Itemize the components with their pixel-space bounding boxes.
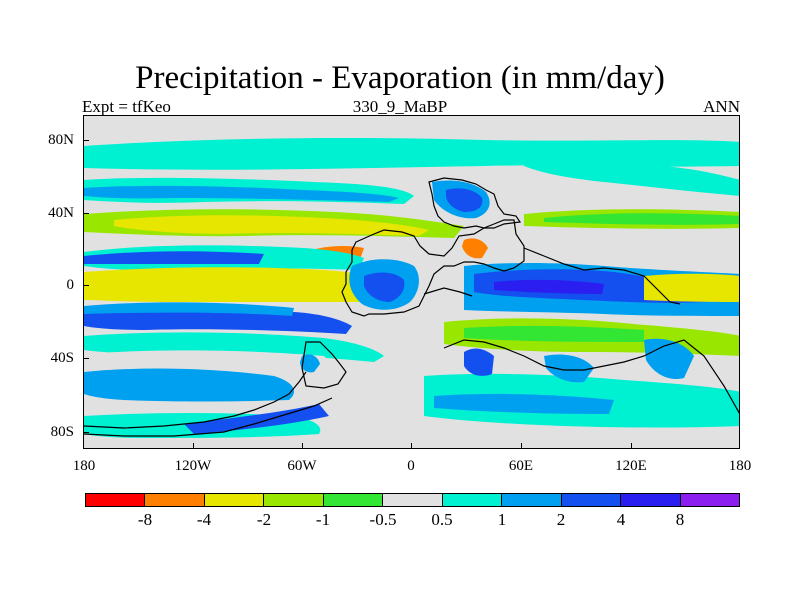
y-tick-label: 40S [50, 350, 74, 366]
colorbar-label: -1 [315, 510, 331, 529]
colorbar [85, 493, 740, 507]
colorbar-label: 1 [497, 510, 507, 529]
colorbar-box [323, 494, 384, 506]
map-plot-area [83, 115, 740, 449]
y-tick-label: 80S [50, 424, 74, 440]
precip-evap-field [84, 116, 739, 448]
colorbar-box [680, 494, 739, 506]
colorbar-label: 4 [616, 510, 626, 529]
colorbar-box [561, 494, 622, 506]
y-tick-mark [83, 358, 89, 359]
x-tick-mark [521, 443, 522, 449]
colorbar-box [145, 494, 205, 506]
y-tick-label: 80N [48, 132, 74, 148]
y-tick-mark [83, 213, 89, 214]
time-period-label: 330_9_MaBP [352, 97, 448, 116]
season-label: ANN [703, 97, 740, 116]
colorbar-box [264, 494, 324, 506]
y-tick-label: 0 [66, 277, 75, 293]
colorbar-box [383, 494, 443, 506]
colorbar-label: 0.5 [431, 510, 453, 529]
y-tick-label: 40N [48, 205, 74, 221]
colorbar-box [204, 494, 265, 506]
x-tick-label: 0 [407, 458, 415, 474]
x-tick-label: 60E [508, 458, 534, 474]
x-tick-label: 120E [615, 458, 647, 474]
colorbar-label: -4 [196, 510, 212, 529]
chart-title: Precipitation - Evaporation (in mm/day) [135, 60, 665, 96]
y-tick-mark [83, 140, 89, 141]
colorbar-label: 8 [675, 510, 685, 529]
x-tick-label: 120W [174, 458, 212, 474]
y-tick-mark [83, 285, 89, 286]
colorbar-box [502, 494, 562, 506]
colorbar-box [442, 494, 503, 506]
y-tick-mark [83, 432, 89, 433]
x-tick-mark [631, 443, 632, 449]
x-tick-mark [302, 443, 303, 449]
colorbar-label: 2 [556, 510, 566, 529]
x-tick-label: 180 [72, 458, 96, 474]
experiment-label: Expt = tfKeo [82, 97, 171, 116]
x-tick-label: 60W [287, 458, 317, 474]
x-tick-mark [411, 443, 412, 449]
colorbar-box [86, 494, 146, 506]
colorbar-box [621, 494, 681, 506]
colorbar-label: -8 [137, 510, 153, 529]
x-tick-label: 180 [728, 458, 752, 474]
colorbar-label: -0.5 [369, 510, 397, 529]
colorbar-label: -2 [256, 510, 272, 529]
x-tick-mark [193, 443, 194, 449]
